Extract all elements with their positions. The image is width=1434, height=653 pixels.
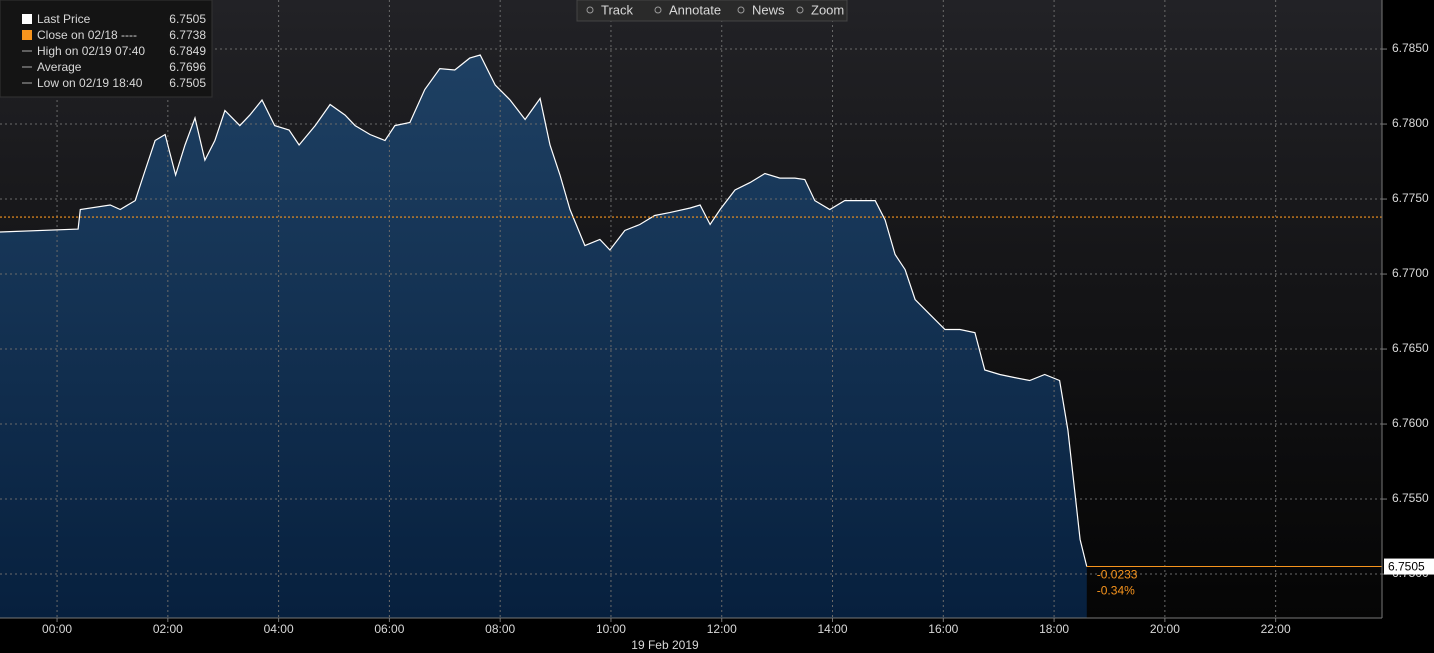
toolbar-button[interactable]: News (752, 2, 785, 17)
x-tick-label: 00:00 (42, 622, 72, 636)
legend-swatch (22, 14, 32, 24)
x-tick-label: 06:00 (374, 622, 404, 636)
legend-label: High on 02/19 07:40 (37, 44, 145, 58)
legend-label: Close on 02/18 ---- (37, 28, 137, 42)
y-tick-label: 6.7550 (1392, 491, 1429, 505)
toolbar-button[interactable]: Annotate (669, 2, 721, 17)
x-tick-label: 22:00 (1261, 622, 1291, 636)
legend-value: 6.7696 (169, 60, 206, 74)
x-tick-label: 16:00 (928, 622, 958, 636)
y-tick-label: 6.7750 (1392, 191, 1429, 205)
toolbar-bg (576, 0, 848, 22)
toolbar-icon (586, 6, 594, 14)
x-tick-label: 12:00 (707, 622, 737, 636)
x-tick-label: 02:00 (153, 622, 183, 636)
legend: Last Price 6.7505 Close on 02/18 ---- 6.773… (0, 0, 213, 98)
change-annotation: -0.34% (1097, 584, 1135, 598)
x-tick-label: 20:00 (1150, 622, 1180, 636)
toolbar-button[interactable]: Track (601, 2, 634, 17)
x-tick-label: 04:00 (264, 622, 294, 636)
toolbar: Track Annotate News Zoom (576, 0, 848, 22)
y-tick-label: 6.7650 (1392, 341, 1429, 355)
last-price-tag-label: 6.7505 (1388, 560, 1425, 574)
y-tick-label: 6.7700 (1392, 266, 1429, 280)
x-tick-label: 18:00 (1039, 622, 1069, 636)
x-axis-label: 19 Feb 2019 (631, 638, 699, 652)
legend-bg (0, 0, 213, 98)
legend-label: Average (37, 60, 82, 74)
x-tick-label: 14:00 (818, 622, 848, 636)
legend-value: 6.7849 (169, 44, 206, 58)
y-tick-label: 6.7600 (1392, 416, 1429, 430)
y-tick-label: 6.7850 (1392, 41, 1429, 55)
change-annotation: -0.0233 (1097, 568, 1138, 582)
legend-swatch (22, 30, 32, 40)
legend-label: Low on 02/19 18:40 (37, 76, 143, 90)
legend-value: 6.7505 (169, 12, 206, 26)
toolbar-icon (654, 6, 662, 14)
x-tick-label: 08:00 (485, 622, 515, 636)
x-tick-label: 10:00 (596, 622, 626, 636)
toolbar-button[interactable]: Zoom (811, 2, 844, 17)
toolbar-icon (796, 6, 804, 14)
legend-value: 6.7505 (169, 76, 206, 90)
legend-value: 6.7738 (169, 28, 206, 42)
legend-label: Last Price (37, 12, 91, 26)
last-price-tag (1384, 558, 1434, 575)
price-line (0, 54, 1088, 567)
area-fill (0, 55, 1087, 618)
y-tick-label: 6.7800 (1392, 116, 1429, 130)
toolbar-icon (737, 6, 745, 14)
